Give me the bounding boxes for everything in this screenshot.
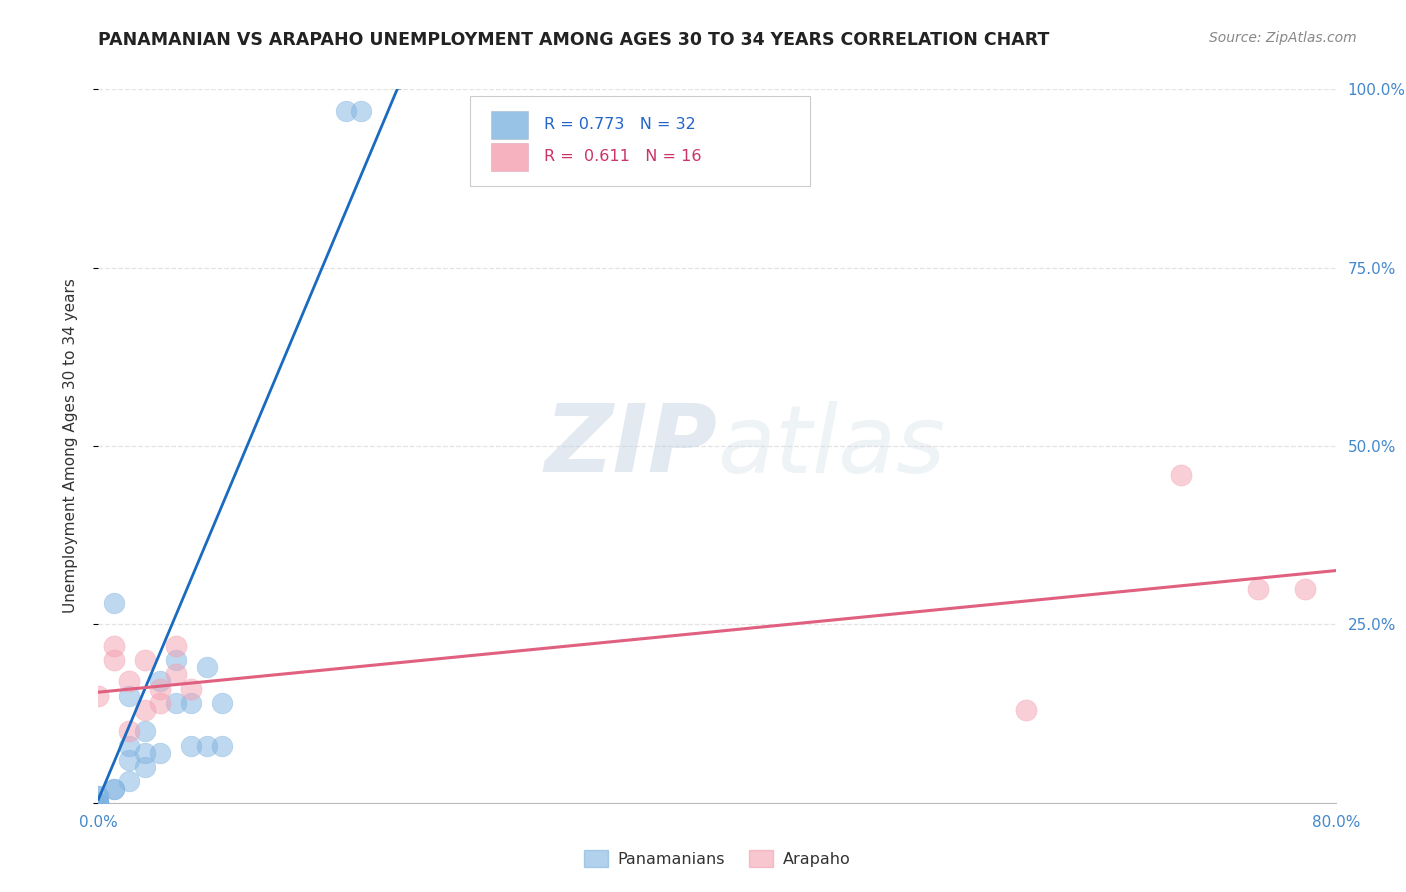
Point	[134, 746, 156, 760]
Point	[1247, 582, 1270, 596]
Point	[149, 674, 172, 689]
Point	[195, 739, 218, 753]
Point	[118, 753, 141, 767]
Point	[103, 639, 125, 653]
Point	[1015, 703, 1038, 717]
Text: ZIP: ZIP	[544, 400, 717, 492]
Point	[87, 796, 110, 810]
Point	[211, 696, 233, 710]
Point	[87, 796, 110, 810]
Point	[87, 796, 110, 810]
Point	[134, 760, 156, 774]
Point	[134, 653, 156, 667]
Point	[118, 724, 141, 739]
Point	[103, 781, 125, 796]
Point	[103, 653, 125, 667]
FancyBboxPatch shape	[470, 96, 810, 186]
Point	[149, 681, 172, 696]
Point	[103, 781, 125, 796]
Text: atlas: atlas	[717, 401, 945, 491]
Point	[211, 739, 233, 753]
Legend: Panamanians, Arapaho: Panamanians, Arapaho	[578, 844, 856, 873]
Text: R = 0.773   N = 32: R = 0.773 N = 32	[544, 118, 696, 132]
Point	[195, 660, 218, 674]
Point	[87, 796, 110, 810]
Point	[149, 746, 172, 760]
Point	[87, 789, 110, 803]
Point	[1294, 582, 1316, 596]
Point	[118, 739, 141, 753]
Text: R =  0.611   N = 16: R = 0.611 N = 16	[544, 150, 702, 164]
Point	[87, 796, 110, 810]
Point	[165, 639, 187, 653]
Text: PANAMANIAN VS ARAPAHO UNEMPLOYMENT AMONG AGES 30 TO 34 YEARS CORRELATION CHART: PANAMANIAN VS ARAPAHO UNEMPLOYMENT AMONG…	[98, 31, 1050, 49]
Point	[335, 103, 357, 118]
Point	[180, 696, 202, 710]
Point	[149, 696, 172, 710]
Bar	[491, 143, 527, 171]
Point	[87, 789, 110, 803]
Point	[165, 696, 187, 710]
Point	[350, 103, 373, 118]
Bar	[491, 111, 527, 139]
Point	[180, 739, 202, 753]
Point	[118, 674, 141, 689]
Point	[118, 774, 141, 789]
Point	[180, 681, 202, 696]
Point	[118, 689, 141, 703]
Text: Source: ZipAtlas.com: Source: ZipAtlas.com	[1209, 31, 1357, 45]
Point	[87, 796, 110, 810]
Point	[165, 667, 187, 681]
Point	[165, 653, 187, 667]
Point	[87, 796, 110, 810]
Y-axis label: Unemployment Among Ages 30 to 34 years: Unemployment Among Ages 30 to 34 years	[63, 278, 77, 614]
Point	[134, 724, 156, 739]
Point	[87, 689, 110, 703]
Point	[103, 596, 125, 610]
Point	[1170, 467, 1192, 482]
Point	[87, 796, 110, 810]
Point	[134, 703, 156, 717]
